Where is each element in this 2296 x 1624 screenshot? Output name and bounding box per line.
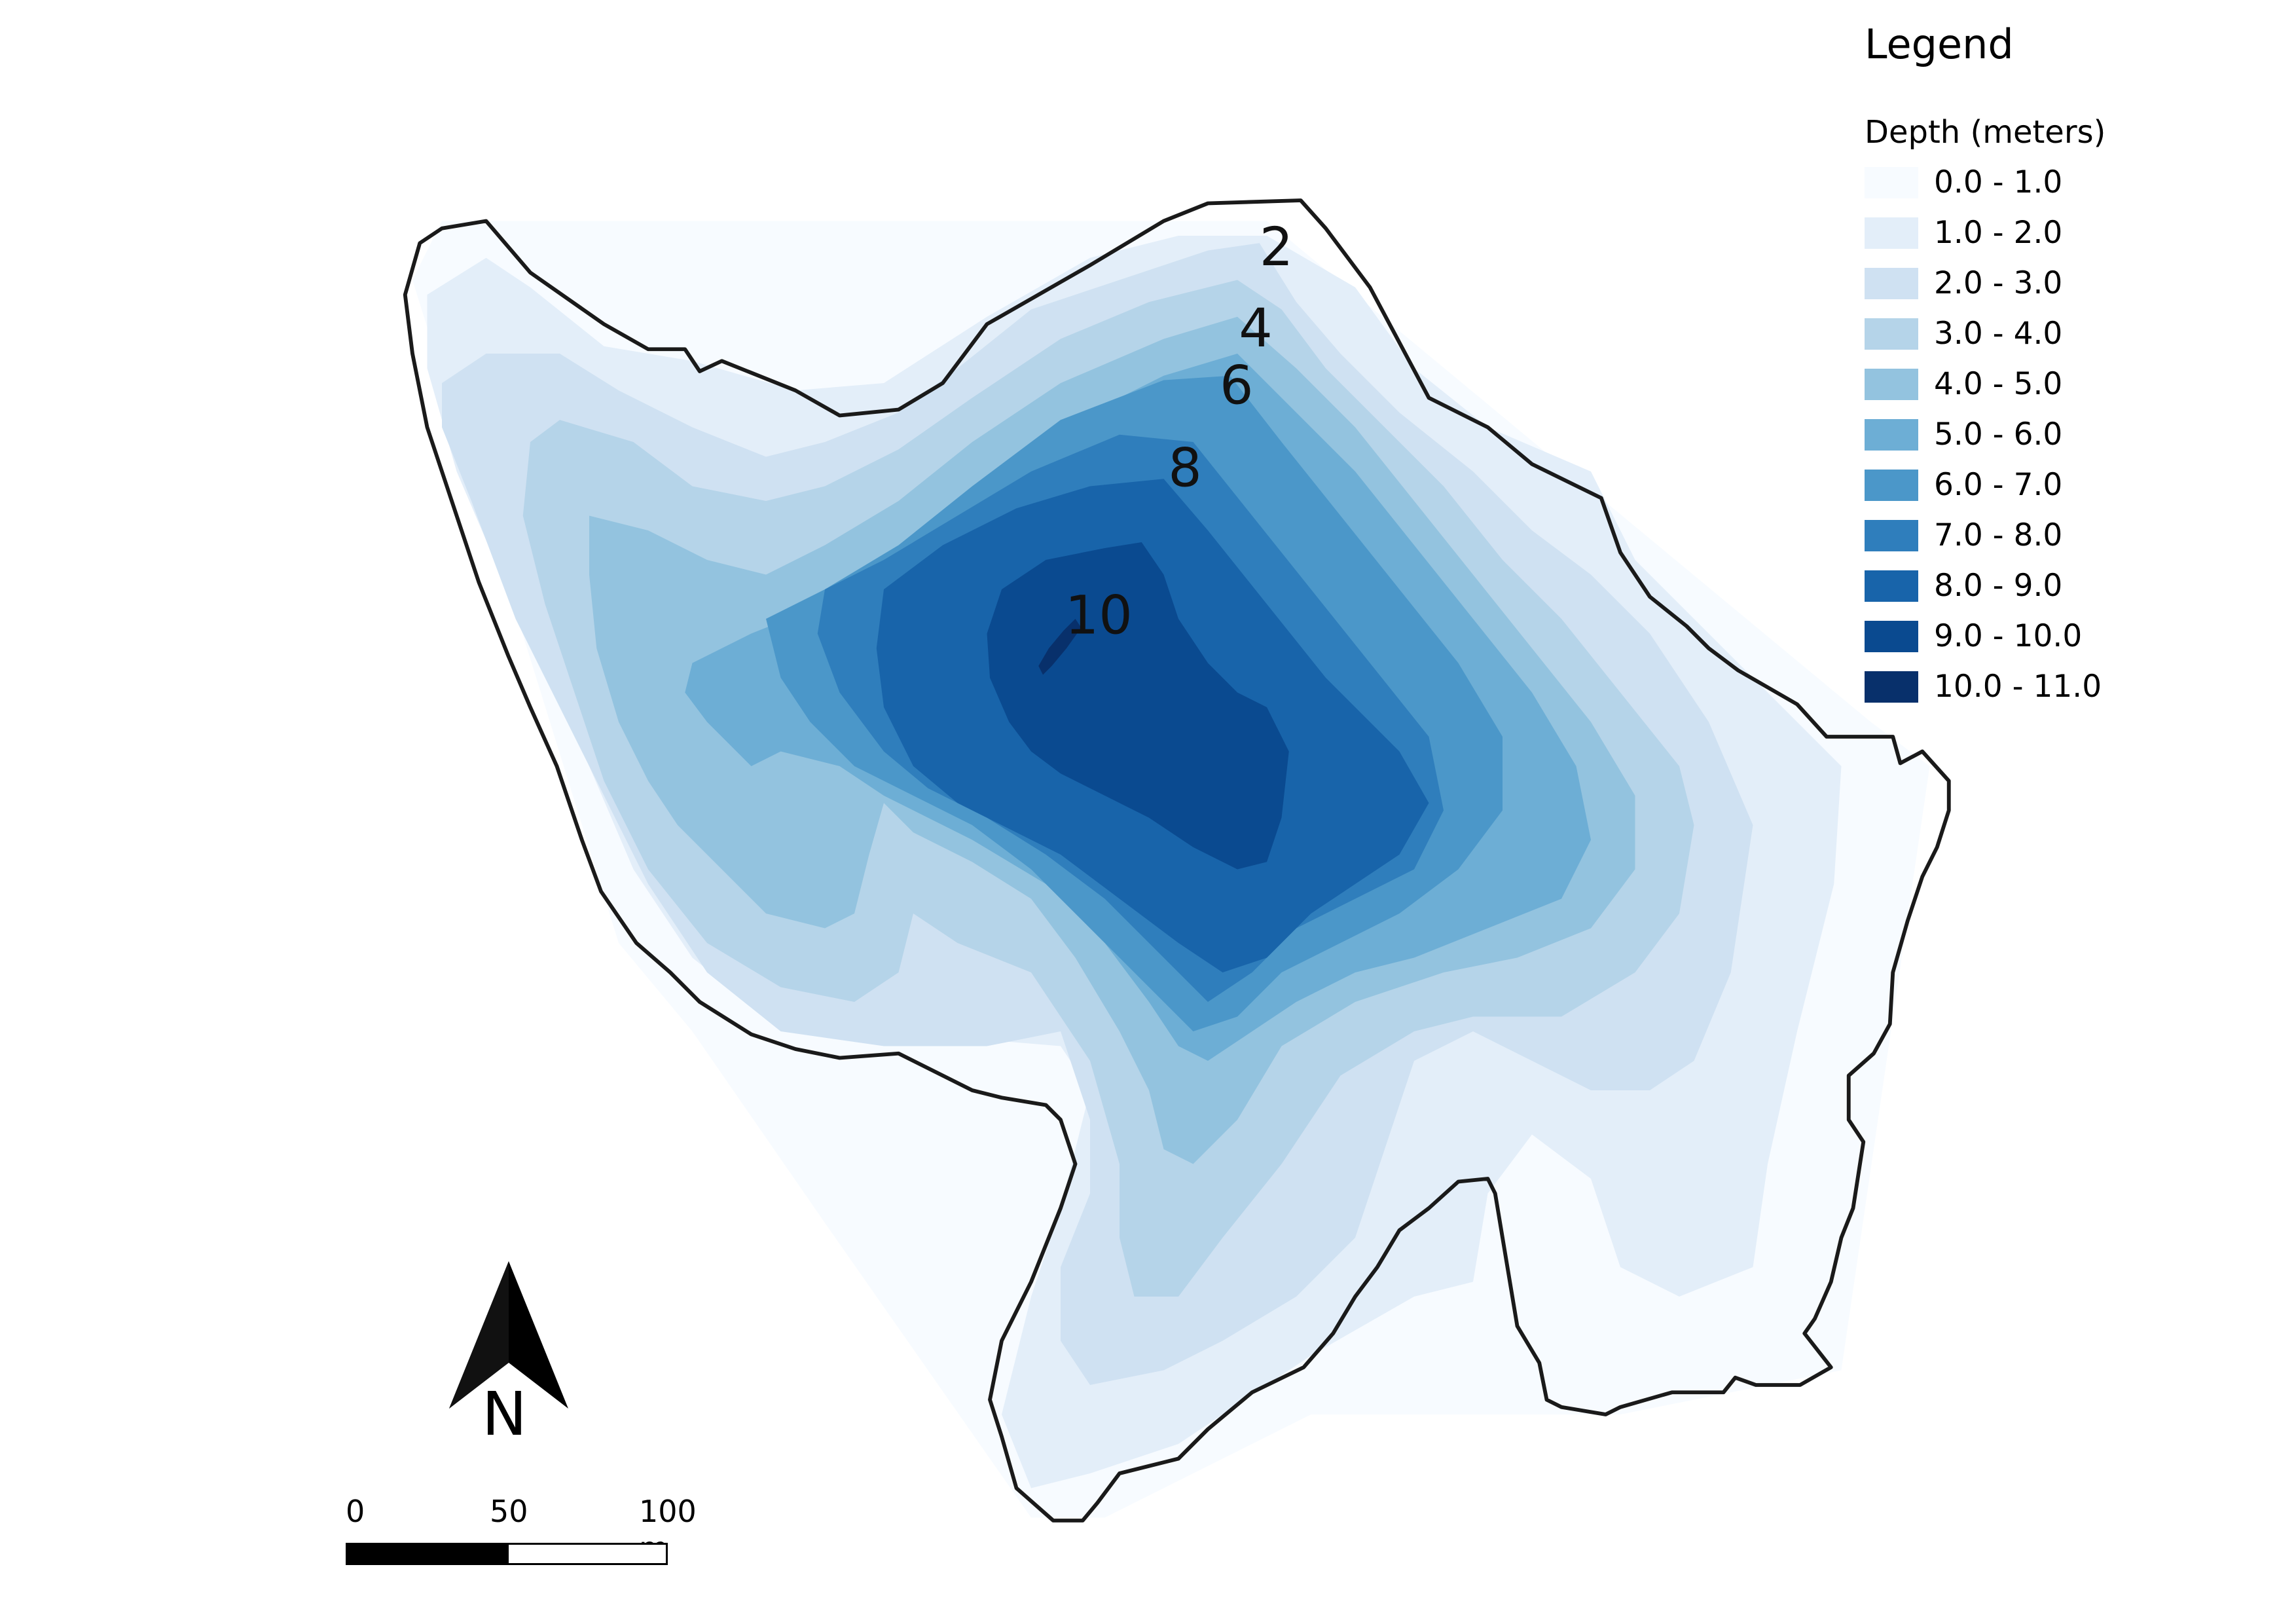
- legend-swatch: [1865, 267, 1918, 299]
- legend: Legend Depth (meters) 0.0 - 1.0 1.0 - 2.0…: [1865, 17, 2105, 712]
- legend-label: 10.0 - 11.0: [1934, 669, 2102, 705]
- legend-label: 1.0 - 2.0: [1934, 215, 2063, 251]
- legend-swatch: [1865, 570, 1918, 602]
- legend-item: 0.0 - 1.0: [1865, 157, 2105, 208]
- legend-swatch: [1865, 166, 1918, 198]
- contour-label-4: 4: [1239, 298, 1273, 360]
- legend-swatch: [1865, 418, 1918, 451]
- legend-swatch: [1865, 368, 1918, 400]
- legend-label: 4.0 - 5.0: [1934, 366, 2063, 402]
- legend-item: 4.0 - 5.0: [1865, 359, 2105, 409]
- north-label: N: [482, 1379, 527, 1449]
- scale-segment-black: [346, 1543, 508, 1565]
- legend-title: Legend: [1865, 20, 2014, 68]
- legend-item: 5.0 - 6.0: [1865, 409, 2105, 460]
- depth-zone-9-10: [987, 542, 1289, 870]
- legend-label: 9.0 - 10.0: [1934, 618, 2083, 654]
- legend-label: 8.0 - 9.0: [1934, 568, 2063, 604]
- legend-label: 0.0 - 1.0: [1934, 164, 2063, 200]
- scale-tick-0: 0: [346, 1494, 365, 1529]
- legend-item: 2.0 - 3.0: [1865, 258, 2105, 308]
- legend-swatch: [1865, 620, 1918, 652]
- legend-label: 5.0 - 6.0: [1934, 416, 2063, 452]
- legend-label: 7.0 - 8.0: [1934, 517, 2063, 553]
- legend-item: 10.0 - 11.0: [1865, 661, 2105, 712]
- legend-item: 6.0 - 7.0: [1865, 460, 2105, 510]
- legend-subtitle: Depth (meters): [1865, 114, 2106, 151]
- scale-segment-white: [507, 1543, 668, 1565]
- legend-swatch: [1865, 318, 1918, 350]
- legend-label: 3.0 - 4.0: [1934, 316, 2063, 352]
- contour-label-2: 2: [1260, 217, 1294, 278]
- legend-item: 1.0 - 2.0: [1865, 208, 2105, 258]
- legend-item: 3.0 - 4.0: [1865, 308, 2105, 359]
- legend-classes: 0.0 - 1.0 1.0 - 2.0 2.0 - 3.0 3.0 - 4.0 4.0 …: [1865, 157, 2105, 712]
- legend-swatch: [1865, 671, 1918, 703]
- scale-tick-50: 50: [490, 1494, 528, 1529]
- contour-label-6: 6: [1220, 356, 1254, 417]
- contour-label-10: 10: [1065, 585, 1133, 647]
- legend-label: 2.0 - 3.0: [1934, 265, 2063, 301]
- contour-label-8: 8: [1168, 438, 1202, 500]
- legend-item: 9.0 - 10.0: [1865, 611, 2105, 661]
- depth-zone-10-11: [1038, 619, 1082, 675]
- north-arrow-icon: [449, 1261, 568, 1409]
- legend-label: 6.0 - 7.0: [1934, 467, 2063, 503]
- legend-item: 7.0 - 8.0: [1865, 510, 2105, 561]
- legend-swatch: [1865, 519, 1918, 551]
- legend-swatch: [1865, 469, 1918, 501]
- scale-bar: 0 50 100 m: [346, 1493, 697, 1585]
- lake-shoreline: [403, 198, 1951, 1522]
- legend-item: 8.0 - 9.0: [1865, 561, 2105, 611]
- legend-swatch: [1865, 217, 1918, 249]
